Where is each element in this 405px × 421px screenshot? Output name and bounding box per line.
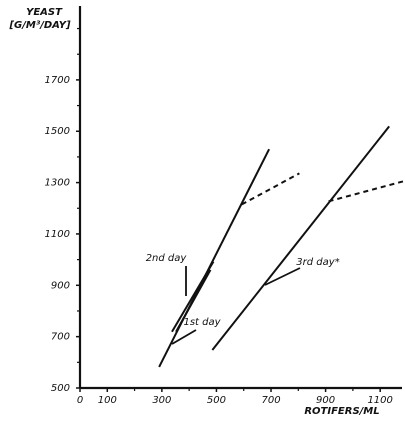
annotation-arrow	[171, 329, 197, 345]
y-tick-label: 1100	[45, 229, 70, 240]
y-tick-label: 500	[51, 383, 70, 394]
series-line	[171, 261, 215, 333]
x-tick-label: 900	[316, 395, 335, 406]
annotation: 1st day	[183, 317, 221, 328]
x-tick-label: 500	[207, 395, 226, 406]
annotation: 3rd day*	[296, 257, 339, 268]
y-axis-unit: [G/M³/DAY]	[8, 20, 71, 31]
x-axis-label: ROTIFERS/ML	[304, 406, 379, 417]
y-axis-label: YEAST	[26, 7, 63, 18]
x-tick-label: 300	[152, 395, 171, 406]
x-tick-label: 700	[261, 395, 280, 406]
y-tick-label: 900	[51, 280, 70, 291]
y-tick-label: 1700	[45, 75, 70, 86]
x-tick-label: 1100	[367, 395, 392, 406]
x-tick-label: 100	[98, 395, 117, 406]
y-tick-label: 1500	[45, 126, 70, 137]
series-line	[328, 180, 404, 203]
annotation: 2nd day	[146, 253, 188, 264]
y-tick-label: 1300	[45, 178, 70, 189]
series-line	[241, 172, 300, 206]
y-tick-label: 700	[51, 332, 70, 343]
x-tick-label: 0	[77, 395, 83, 406]
series-line	[211, 125, 390, 351]
annotation-arrow	[264, 267, 301, 286]
series-line	[175, 269, 212, 333]
